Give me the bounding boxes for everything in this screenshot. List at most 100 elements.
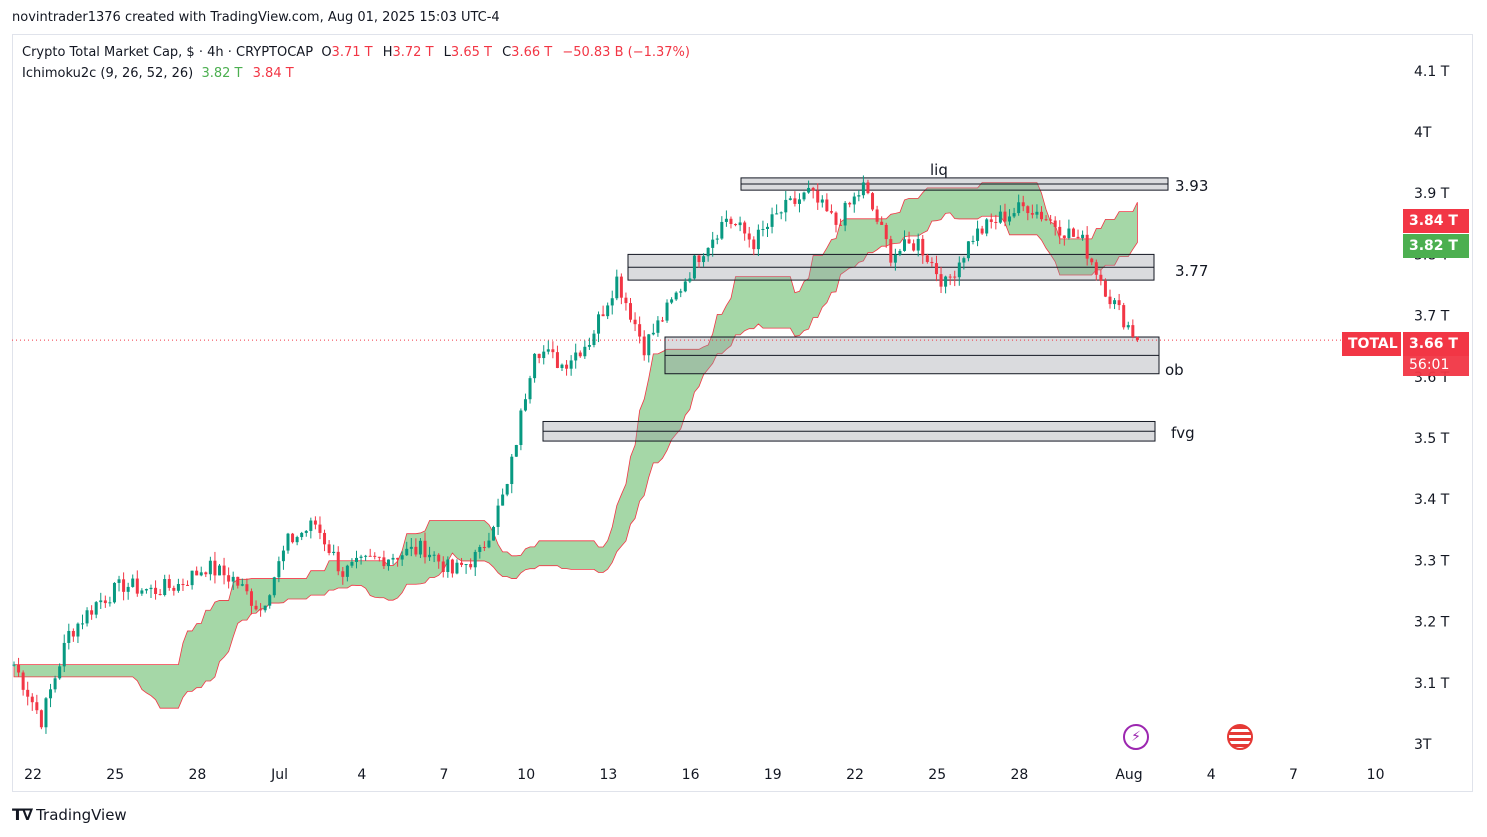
candle-body — [980, 228, 984, 234]
candle-body — [1131, 325, 1135, 337]
candle-body — [418, 540, 422, 555]
candle-body — [542, 351, 546, 359]
candle-body — [651, 332, 655, 335]
candle-body — [199, 572, 203, 576]
x-tick-label: 22 — [24, 767, 42, 783]
candle-body — [464, 564, 468, 566]
candle-body — [966, 241, 970, 259]
y-tick-label: 3.3 T — [1414, 553, 1450, 569]
candle-body — [1094, 262, 1098, 275]
symbol-legend[interactable]: Crypto Total Market Cap, $ · 4h · CRYPTO… — [22, 45, 690, 60]
candle-body — [944, 276, 948, 287]
candle-body — [629, 303, 632, 320]
candle-body — [1071, 228, 1075, 237]
candle-body — [350, 561, 354, 566]
candle-body — [414, 546, 418, 555]
indicator-legend[interactable]: Ichimoku2c (9, 26, 52, 26) 3.82 T 3.84 T — [22, 66, 294, 81]
candle-body — [1117, 300, 1121, 306]
candle-body — [551, 349, 555, 353]
candle-body — [697, 255, 701, 263]
candle-body — [295, 537, 299, 543]
candle-body — [505, 484, 509, 495]
indicator-name: Ichimoku2c (9, 26, 52, 26) — [22, 66, 194, 81]
candle-body — [281, 550, 285, 562]
candle-body — [222, 565, 226, 576]
candle-body — [597, 314, 601, 334]
y-tick-label: 3.4 T — [1414, 492, 1450, 508]
y-tick-label: 3.7 T — [1414, 309, 1450, 325]
candle-body — [181, 584, 185, 586]
candle-body — [706, 247, 710, 257]
candle-body — [1012, 213, 1016, 217]
candle-body — [227, 575, 231, 582]
candle-body — [702, 256, 706, 263]
candle-body — [423, 540, 427, 558]
candle-body — [619, 276, 623, 298]
candle-body — [386, 559, 390, 567]
candle-body — [400, 555, 404, 560]
candle-body — [85, 610, 89, 624]
candle-body — [373, 555, 377, 557]
candle-body — [482, 547, 486, 549]
candle-body — [240, 584, 244, 586]
candle-body — [249, 591, 253, 606]
candle-body — [523, 399, 527, 411]
candle-body — [117, 579, 121, 583]
liq-label: liq — [930, 161, 948, 179]
candle-body — [647, 334, 651, 356]
candle-body — [304, 530, 308, 533]
candle-body — [213, 560, 217, 576]
candle-body — [1030, 213, 1034, 215]
candle-body — [715, 238, 719, 240]
footer-brand[interactable]: T∇ TradingView — [12, 805, 127, 824]
chart-frame — [12, 34, 1473, 792]
candle-body — [441, 561, 445, 573]
candle-body — [1103, 280, 1107, 297]
candle-body — [501, 494, 505, 506]
candle-body — [35, 702, 39, 711]
candle-body — [323, 532, 327, 545]
x-tick-label: 25 — [106, 767, 124, 783]
candle-body — [670, 299, 674, 303]
candle-body — [907, 239, 911, 244]
candle-body — [108, 602, 112, 604]
x-tick-label: 28 — [188, 767, 206, 783]
flash-event-icon[interactable]: ⚡ — [1123, 724, 1149, 750]
low-value: 3.65 T — [450, 45, 492, 60]
candle-body — [1035, 211, 1039, 215]
candle-body — [998, 211, 1002, 223]
y-tick-label: 4.1 T — [1414, 64, 1450, 80]
candle-body — [601, 314, 605, 317]
candle-body — [1135, 336, 1139, 341]
candle-body — [496, 505, 500, 527]
candle-body — [939, 274, 943, 287]
candle-body — [665, 302, 669, 321]
symbol-name: Crypto Total Market Cap, $ · 4h · CRYPTO… — [22, 45, 314, 60]
candle-body — [131, 578, 135, 587]
candle-body — [67, 630, 71, 643]
candle-body — [1053, 220, 1057, 227]
candle-body — [752, 239, 756, 250]
candle-body — [103, 600, 107, 604]
candle-body — [478, 547, 482, 552]
candle-body — [976, 228, 980, 241]
candle-body — [1058, 226, 1062, 236]
close-label: C — [502, 45, 512, 60]
candle-body — [1081, 234, 1085, 239]
candle-body — [560, 364, 564, 369]
us-flag-event-icon[interactable] — [1227, 724, 1253, 750]
candle-body — [1044, 219, 1048, 221]
x-tick-label: 22 — [846, 767, 864, 783]
candle-body — [62, 642, 66, 667]
candle-body — [610, 298, 614, 306]
tradingview-logo-icon: T∇ — [12, 805, 33, 824]
candle-body — [820, 199, 824, 203]
candle-body — [852, 196, 856, 205]
candle-body — [336, 551, 340, 572]
zone-boxes — [542, 177, 1169, 442]
y-tick-label: 3.5 T — [1414, 431, 1450, 447]
candle-body — [889, 239, 893, 263]
y-tick-label: 3T — [1414, 737, 1432, 753]
ichimoku-cloud — [13, 182, 1138, 709]
